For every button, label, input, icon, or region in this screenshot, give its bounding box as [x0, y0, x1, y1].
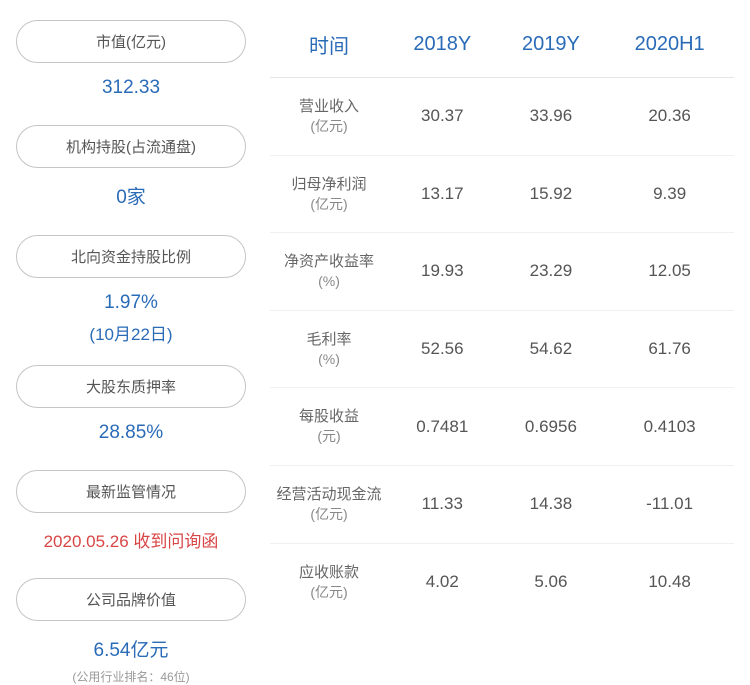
table-row: 营业收入(亿元)30.3733.9620.36	[270, 78, 734, 156]
cell-value: -11.01	[605, 465, 734, 543]
value-group-inst-holding: 0家	[16, 176, 246, 215]
value-regulatory: 2020.05.26 收到问询函	[16, 527, 246, 552]
left-panel: 市值(亿元) 312.33 机构持股(占流通盘) 0家 北向资金持股比例 1.9…	[16, 16, 246, 662]
cell-value: 33.96	[497, 78, 606, 156]
row-label: 营业收入(亿元)	[270, 78, 388, 156]
cell-value: 54.62	[497, 310, 606, 388]
value-market-cap: 312.33	[16, 77, 246, 99]
value-brand-rank: (公用行业排名：46位)	[16, 668, 246, 685]
cell-value: 61.76	[605, 310, 734, 388]
pill-northbound: 北向资金持股比例	[16, 235, 246, 278]
pill-market-cap: 市值(亿元)	[16, 20, 246, 63]
row-label: 经营活动现金流(亿元)	[270, 465, 388, 543]
row-label: 每股收益(元)	[270, 388, 388, 466]
cell-value: 5.06	[497, 543, 606, 620]
cell-value: 15.92	[497, 155, 606, 233]
cell-value: 20.36	[605, 78, 734, 156]
value-northbound: 1.97%	[16, 292, 246, 314]
cell-value: 30.37	[388, 78, 497, 156]
table-row: 每股收益(元)0.74810.69560.4103	[270, 388, 734, 466]
pill-inst-holding: 机构持股(占流通盘)	[16, 125, 246, 168]
table-row: 净资产收益率(%)19.9323.2912.05	[270, 233, 734, 311]
value-group-market-cap: 312.33	[16, 71, 246, 105]
cell-value: 13.17	[388, 155, 497, 233]
table-row: 应收账款(亿元)4.025.0610.48	[270, 543, 734, 620]
table-body: 营业收入(亿元)30.3733.9620.36归母净利润(亿元)13.1715.…	[270, 78, 734, 621]
pill-brand-value: 公司品牌价值	[16, 578, 246, 621]
value-inst-holding: 0家	[16, 182, 246, 209]
pill-pledge: 大股东质押率	[16, 365, 246, 408]
th-2019: 2019Y	[497, 16, 606, 78]
th-2020h1: 2020H1	[605, 16, 734, 78]
value-group-regulatory: 2020.05.26 收到问询函	[16, 521, 246, 558]
value-group-northbound: 1.97% (10月22日)	[16, 286, 246, 345]
row-label: 毛利率(%)	[270, 310, 388, 388]
value-group-pledge: 28.85%	[16, 416, 246, 450]
financial-table: 时间 2018Y 2019Y 2020H1 营业收入(亿元)30.3733.96…	[270, 16, 734, 620]
value-pledge: 28.85%	[16, 422, 246, 444]
cell-value: 9.39	[605, 155, 734, 233]
value-group-brand-value: 6.54亿元 (公用行业排名：46位)	[16, 629, 246, 685]
row-label: 应收账款(亿元)	[270, 543, 388, 620]
cell-value: 0.4103	[605, 388, 734, 466]
cell-value: 11.33	[388, 465, 497, 543]
cell-value: 4.02	[388, 543, 497, 620]
row-label: 归母净利润(亿元)	[270, 155, 388, 233]
value-northbound-date: (10月22日)	[16, 320, 246, 345]
row-label: 净资产收益率(%)	[270, 233, 388, 311]
value-brand-value: 6.54亿元	[16, 635, 246, 662]
table-row: 毛利率(%)52.5654.6261.76	[270, 310, 734, 388]
th-2018: 2018Y	[388, 16, 497, 78]
th-time: 时间	[270, 16, 388, 78]
cell-value: 52.56	[388, 310, 497, 388]
cell-value: 10.48	[605, 543, 734, 620]
cell-value: 0.7481	[388, 388, 497, 466]
cell-value: 14.38	[497, 465, 606, 543]
right-panel: 时间 2018Y 2019Y 2020H1 营业收入(亿元)30.3733.96…	[270, 16, 734, 662]
table-row: 经营活动现金流(亿元)11.3314.38-11.01	[270, 465, 734, 543]
table-row: 归母净利润(亿元)13.1715.929.39	[270, 155, 734, 233]
cell-value: 19.93	[388, 233, 497, 311]
cell-value: 0.6956	[497, 388, 606, 466]
pill-regulatory: 最新监管情况	[16, 470, 246, 513]
table-header-row: 时间 2018Y 2019Y 2020H1	[270, 16, 734, 78]
cell-value: 23.29	[497, 233, 606, 311]
cell-value: 12.05	[605, 233, 734, 311]
